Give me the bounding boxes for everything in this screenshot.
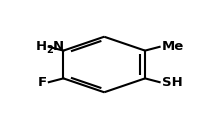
Text: SH: SH (162, 76, 182, 89)
Text: 2: 2 (46, 45, 53, 55)
Text: N: N (53, 40, 64, 53)
Text: H: H (36, 40, 47, 53)
Text: F: F (38, 76, 47, 89)
Text: Me: Me (162, 40, 184, 53)
